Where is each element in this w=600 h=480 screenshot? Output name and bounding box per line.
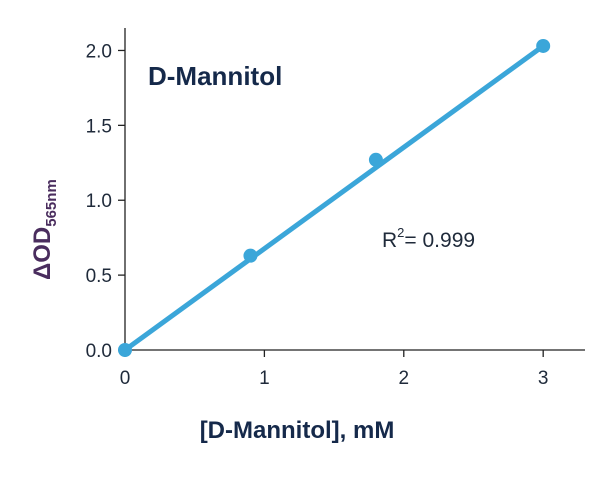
r-squared-exponent: 2 [397,225,404,240]
data-point [118,343,132,357]
y-tick-label: 0.0 [86,341,112,362]
axes [124,28,585,351]
y-tick-label: 0.5 [86,266,112,287]
chart-title: D-Mannitol [148,61,282,91]
data-point [243,248,258,263]
r-squared-annotation: R2= 0.999 [382,225,475,252]
x-axis-label: [D-Mannitol], mM [200,417,395,444]
fit-line [122,43,546,353]
y-axis-label-main: OD [29,227,56,263]
y-axis-label-subscript: 565nm [43,179,60,227]
x-tick-label: 1 [259,368,270,389]
fit-line-group [122,43,546,353]
r-squared-letter: R [382,229,397,252]
x-tick-label: 2 [398,368,409,389]
data-points [118,38,551,357]
y-tick-label: 2.0 [86,41,112,62]
y-axis-ticks: 0.0 0.5 1.0 1.5 2.0 [86,41,125,362]
x-tick-label: 0 [120,368,131,389]
data-point [368,152,383,167]
y-tick-label: 1.0 [86,191,112,212]
r-squared-value: = 0.999 [404,229,475,252]
y-axis-label: ΔOD565nm [29,179,60,280]
x-tick-label: 3 [538,368,549,389]
x-axis-ticks: 0 1 2 3 [120,350,549,389]
y-axis-label-delta: Δ [29,263,56,280]
data-point [536,38,551,53]
y-tick-label: 1.5 [86,116,112,137]
